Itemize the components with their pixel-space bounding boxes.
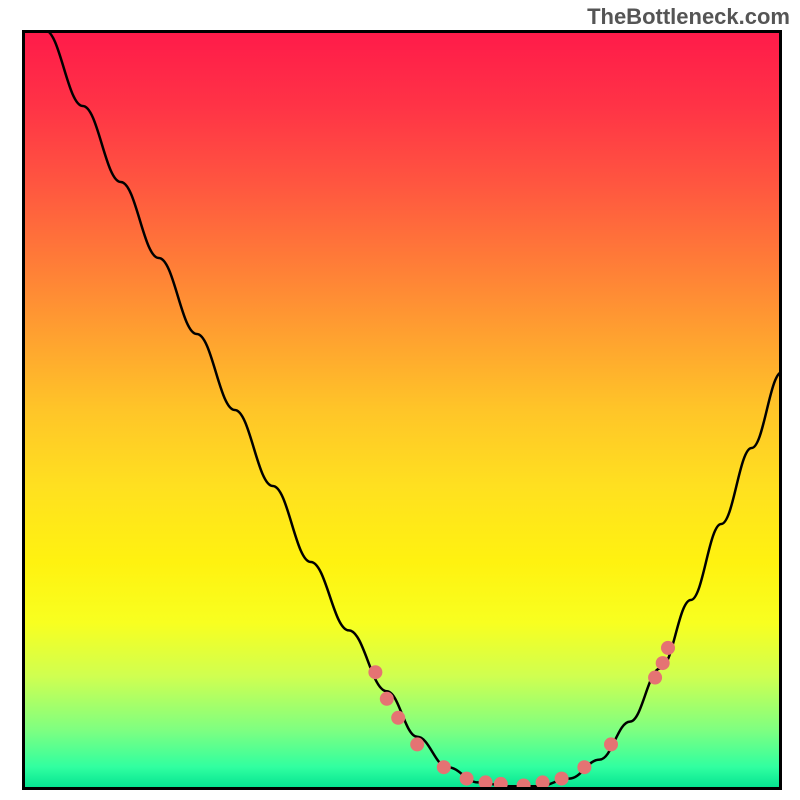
watermark-text: TheBottleneck.com (587, 4, 790, 30)
chart-container: TheBottleneck.com (0, 0, 800, 800)
scatter-point (410, 737, 424, 751)
bottleneck-curve (45, 30, 782, 786)
plot-area (22, 30, 782, 790)
scatter-point (391, 711, 405, 725)
scatter-point (604, 737, 618, 751)
chart-svg (22, 30, 782, 790)
scatter-point (380, 692, 394, 706)
scatter-point (661, 641, 675, 655)
scatter-point (648, 671, 662, 685)
scatter-point (368, 665, 382, 679)
scatter-point (656, 656, 670, 670)
scatter-point (577, 760, 591, 774)
scatter-point (437, 760, 451, 774)
scatter-group (368, 641, 675, 790)
scatter-point (555, 772, 569, 786)
plot-border (24, 32, 781, 789)
scatter-point (460, 772, 474, 786)
